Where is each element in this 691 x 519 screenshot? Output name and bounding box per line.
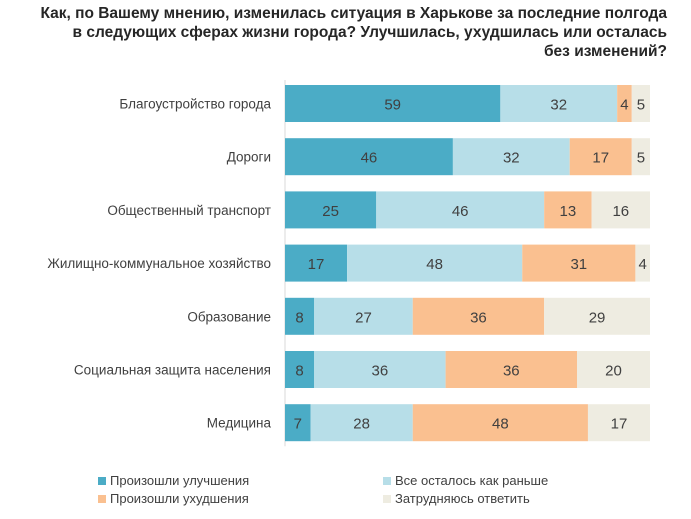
chart-title-line-2: в следующих сферах жизни города? Улучшил… [72, 24, 667, 41]
data-label: 32 [550, 97, 567, 114]
data-label: 5 [637, 150, 645, 167]
bar-segment-same [314, 351, 446, 388]
bar-segment-improved [285, 351, 315, 388]
category-label: Социальная защита населения [74, 363, 271, 378]
bar-segment-unsure [631, 85, 650, 122]
bar-segment-unsure [587, 404, 650, 442]
bar-segment-same [376, 191, 545, 229]
data-label: 5 [637, 97, 645, 114]
bar-segment-worse [617, 85, 632, 122]
legend-swatch-same [383, 476, 391, 485]
bar-segment-worse [569, 138, 632, 176]
category-label: Дороги [227, 150, 271, 165]
bar-segment-worse [412, 404, 588, 442]
chart-title: Как, по Вашему мнению, изменилась ситуац… [7, 4, 667, 61]
bar-segment-improved [285, 85, 501, 122]
category-label: Образование [187, 309, 271, 324]
data-label: 17 [308, 256, 325, 273]
legend-swatch-improved [98, 476, 106, 485]
bar-segment-improved [285, 191, 377, 229]
data-label: 59 [384, 97, 401, 114]
legend-swatch-worse [98, 494, 106, 503]
data-label: 16 [612, 203, 629, 220]
data-label: 46 [361, 150, 378, 167]
bar-segment-unsure [577, 351, 650, 388]
data-label: 17 [592, 150, 609, 167]
bar-segment-improved [285, 404, 311, 442]
legend-label-same: Все осталось как раньше [395, 473, 549, 488]
data-label: 20 [605, 363, 622, 380]
legend-item-worse: Произошли ухудшения [98, 491, 249, 506]
data-label: 27 [355, 309, 372, 326]
legend-label-improved: Произошли улучшения [110, 473, 250, 488]
legend-swatch-unsure [383, 494, 391, 503]
legend-label-unsure: Затрудняюсь ответить [395, 491, 530, 506]
data-label: 25 [322, 203, 339, 220]
data-label: 48 [426, 256, 443, 273]
data-label: 28 [353, 416, 370, 433]
bar-segment-same [452, 138, 570, 176]
data-label: 36 [503, 363, 520, 380]
data-label: 8 [295, 363, 303, 380]
bar-segment-unsure [591, 191, 650, 229]
data-label: 17 [611, 416, 628, 433]
bar-segment-worse [544, 191, 592, 229]
bar-segment-improved [285, 138, 453, 176]
bar-segment-same [347, 244, 523, 282]
data-label: 29 [589, 309, 606, 326]
bar-segment-worse [412, 297, 545, 335]
bar-segment-same [500, 85, 618, 122]
bar-segment-same [314, 297, 413, 335]
category-label: Благоустройство города [119, 97, 271, 112]
data-label: 4 [639, 256, 647, 273]
data-label: 48 [492, 416, 509, 433]
chart-title-line-1: Как, по Вашему мнению, изменилась ситуац… [40, 5, 667, 22]
data-label: 36 [372, 363, 389, 380]
chart-title-line-3: без изменений? [543, 43, 667, 60]
bar-segment-worse [522, 244, 636, 282]
bar-segment-same [310, 404, 413, 442]
category-label: Жилищно-коммунальное хозяйство [47, 256, 271, 271]
bar-segment-unsure [544, 297, 650, 335]
category-label: Медицина [207, 416, 272, 431]
bar-segment-unsure [631, 138, 650, 176]
bar-segment-unsure [635, 244, 650, 282]
data-label: 31 [570, 256, 587, 273]
bar-segment-worse [445, 351, 577, 388]
data-label: 13 [560, 203, 577, 220]
data-label: 46 [452, 203, 469, 220]
data-label: 36 [470, 309, 487, 326]
legend-item-same: Все осталось как раньше [383, 473, 548, 488]
bar-segment-improved [285, 244, 348, 282]
data-label: 32 [503, 150, 520, 167]
data-label: 7 [294, 416, 302, 433]
data-label: 4 [620, 97, 628, 114]
bar-segment-improved [285, 297, 315, 335]
data-label: 8 [295, 309, 303, 326]
legend-item-improved: Произошли улучшения [98, 473, 249, 488]
category-label: Общественный транспорт [107, 203, 271, 218]
legend-item-unsure: Затрудняюсь ответить [383, 491, 530, 506]
legend-label-worse: Произошли ухудшения [110, 491, 249, 506]
